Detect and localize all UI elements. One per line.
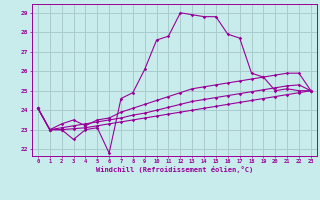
X-axis label: Windchill (Refroidissement éolien,°C): Windchill (Refroidissement éolien,°C) [96,166,253,173]
